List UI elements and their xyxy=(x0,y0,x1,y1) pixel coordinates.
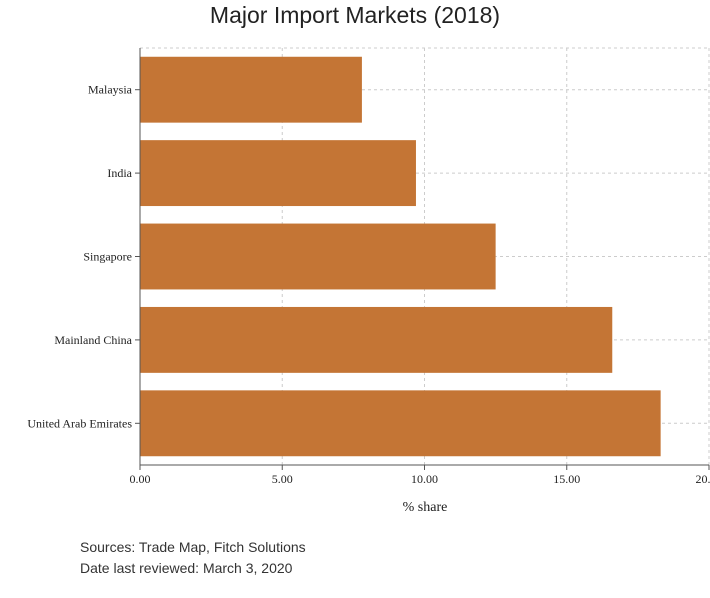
x-tick-label: 20.00 xyxy=(696,472,710,486)
x-tick-label: 0.00 xyxy=(130,472,151,486)
category-label: Mainland China xyxy=(54,333,132,347)
bar xyxy=(140,390,661,457)
x-tick-label: 10.00 xyxy=(411,472,438,486)
category-label: Singapore xyxy=(83,250,132,264)
category-label: India xyxy=(107,166,132,180)
bar xyxy=(140,306,613,373)
category-labels: Malaysia India Singapore Mainland China Unit… xyxy=(27,83,132,431)
bar xyxy=(140,223,496,290)
review-date-note: Date last reviewed: March 3, 2020 xyxy=(80,560,293,576)
chart-title: Major Import Markets (2018) xyxy=(209,2,501,28)
category-label: Malaysia xyxy=(88,83,133,97)
bars xyxy=(140,56,661,457)
axes xyxy=(135,48,710,470)
x-axis-title: % share xyxy=(403,500,448,515)
bar xyxy=(140,140,416,207)
bar xyxy=(140,56,362,123)
category-label: United Arab Emirates xyxy=(27,416,132,430)
x-tick-label: 5.00 xyxy=(272,472,293,486)
x-tick-labels: 0.00 5.00 10.00 15.00 20.00 xyxy=(130,472,710,486)
footer: Sources: Trade Map, Fitch Solutions Date… xyxy=(80,537,306,579)
bar-chart: Malaysia India Singapore Mainland China Unit… xyxy=(27,47,710,515)
sources-note: Sources: Trade Map, Fitch Solutions xyxy=(80,539,306,555)
x-tick-label: 15.00 xyxy=(553,472,580,486)
